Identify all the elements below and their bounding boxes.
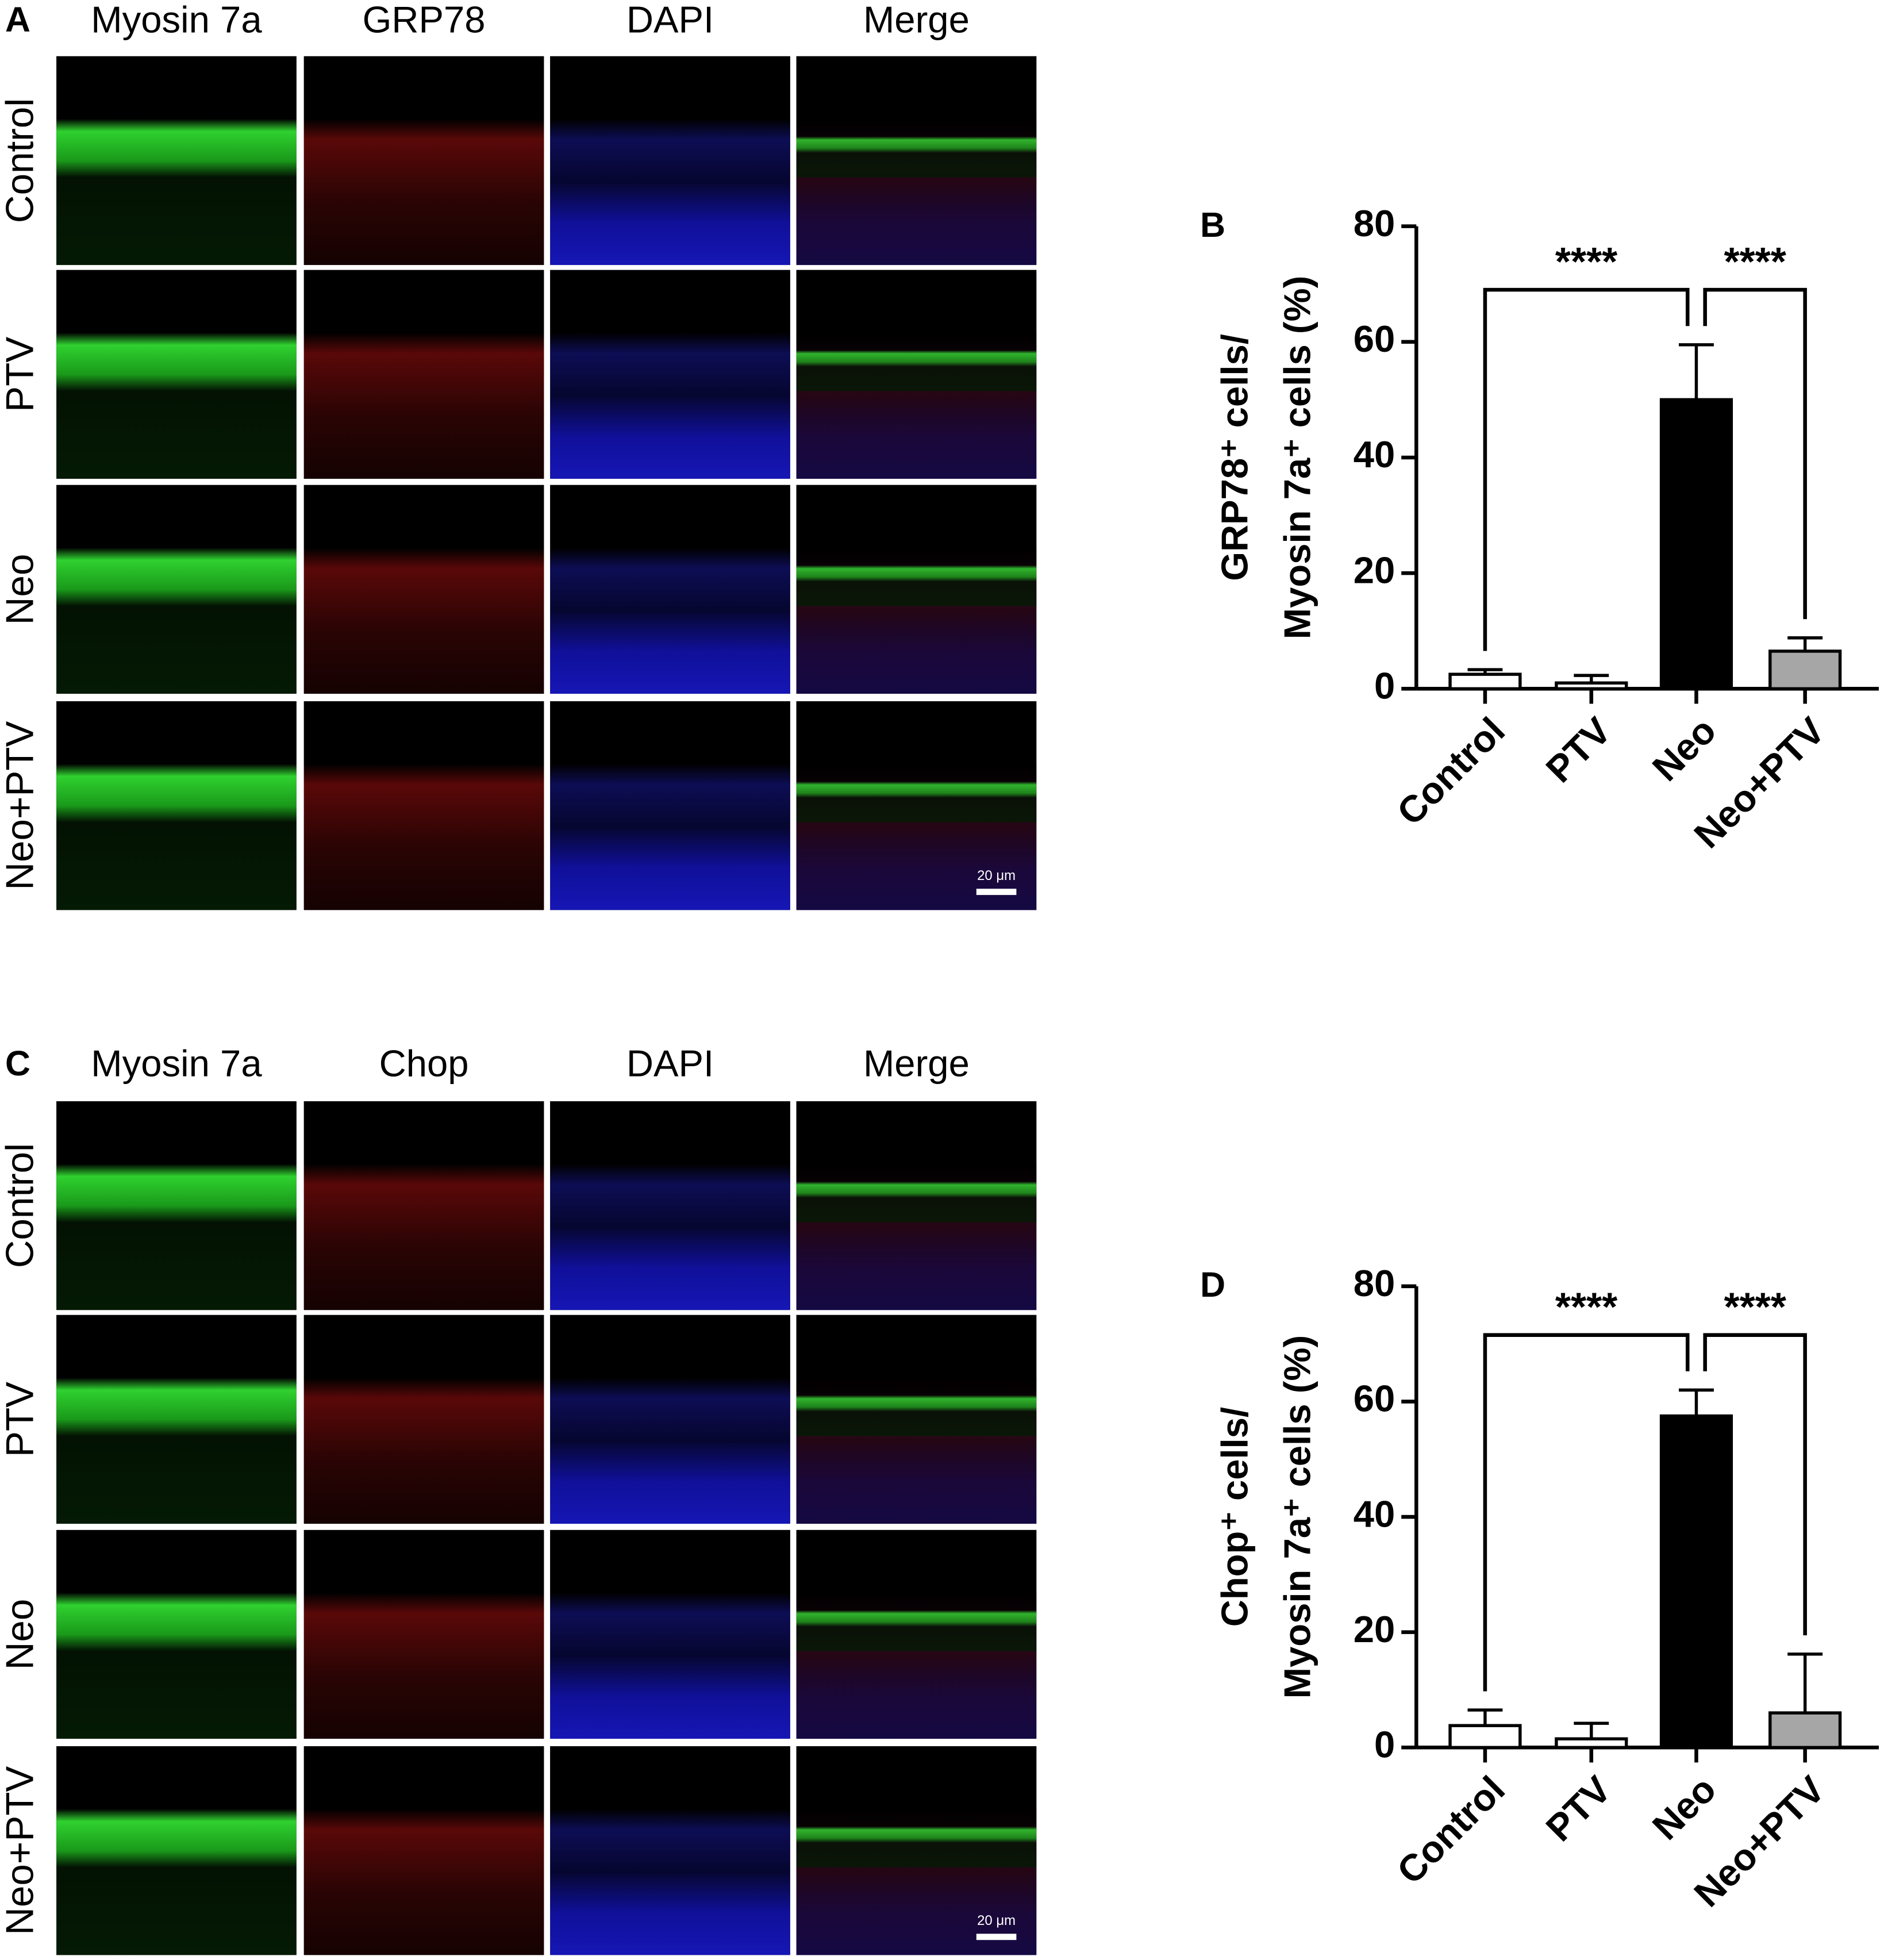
bar bbox=[1555, 681, 1628, 691]
y-axis-label: Chop⁺ cells/ bbox=[1214, 1407, 1256, 1627]
y-tick-label: 40 bbox=[1354, 433, 1395, 475]
significance-bracket bbox=[1483, 1333, 1690, 1692]
scale-bar-label: 20 μm bbox=[977, 868, 1016, 883]
micrograph-signal bbox=[303, 1529, 544, 1739]
micrograph-signal bbox=[56, 485, 297, 694]
bar bbox=[1768, 1711, 1842, 1750]
x-tick-label: Control bbox=[1389, 709, 1513, 833]
scale-bar bbox=[976, 889, 1017, 896]
micrograph-signal bbox=[550, 1529, 790, 1739]
bar bbox=[1659, 398, 1733, 691]
column-header: GRP78 bbox=[363, 0, 486, 40]
micrograph-signal bbox=[303, 1746, 544, 1955]
row-label: Neo+PTV bbox=[0, 721, 41, 890]
y-tick-label: 20 bbox=[1354, 1608, 1395, 1650]
micrograph-signal bbox=[796, 1163, 1037, 1223]
row-label: PTV bbox=[0, 1382, 41, 1457]
row-label: Control bbox=[0, 98, 41, 223]
bar bbox=[1768, 650, 1842, 691]
significance-label: **** bbox=[1555, 239, 1618, 284]
y-tick-label: 60 bbox=[1354, 1378, 1395, 1420]
row-label: Neo+PTV bbox=[0, 1766, 41, 1935]
y-tick-label: 60 bbox=[1354, 318, 1395, 360]
row-label: Control bbox=[0, 1143, 41, 1268]
bar bbox=[1555, 1737, 1628, 1750]
y-axis-label: GRP78⁺ cells/ bbox=[1214, 334, 1256, 581]
y-tick-label: 80 bbox=[1354, 1262, 1395, 1304]
micrograph-signal bbox=[796, 547, 1037, 606]
y-tick-label: 0 bbox=[1374, 1724, 1395, 1766]
y-tick-label: 80 bbox=[1354, 202, 1395, 244]
micrograph-signal bbox=[56, 701, 297, 910]
micrograph-signal bbox=[796, 763, 1037, 823]
x-tick-label: Control bbox=[1389, 1768, 1513, 1892]
micrograph-signal bbox=[56, 270, 297, 479]
x-tick-label: PTV bbox=[1538, 1768, 1620, 1850]
x-tick-label: PTV bbox=[1538, 709, 1620, 791]
y-axis-label: Myosin 7a⁺ cells (%) bbox=[1276, 1335, 1318, 1699]
y-tick-label: 20 bbox=[1354, 549, 1395, 591]
panel-label: B bbox=[1200, 205, 1225, 244]
micrograph-signal bbox=[303, 1101, 544, 1310]
micrograph-signal bbox=[56, 56, 297, 266]
y-tick-label: 40 bbox=[1354, 1493, 1395, 1535]
row-label: Neo bbox=[0, 1599, 41, 1670]
row-label: Neo bbox=[0, 554, 41, 625]
column-header: Chop bbox=[379, 1042, 469, 1084]
significance-bracket bbox=[1703, 1333, 1807, 1636]
micrograph-signal bbox=[550, 270, 790, 479]
significance-bracket bbox=[1483, 287, 1690, 651]
micrograph-signal bbox=[796, 118, 1037, 178]
chart: B GRP78⁺ cells/Myosin 7a⁺ cells (%) 0 20 40 6… bbox=[1200, 202, 1879, 856]
micrograph-signal bbox=[796, 1377, 1037, 1436]
micrograph-signal bbox=[56, 1315, 297, 1524]
bar bbox=[1448, 1724, 1522, 1750]
panel-label: A bbox=[5, 0, 30, 39]
micrograph-signal bbox=[303, 270, 544, 479]
micrograph-signal bbox=[796, 1809, 1037, 1867]
micrograph-signal bbox=[550, 1315, 790, 1524]
micrograph-signal bbox=[56, 1529, 297, 1739]
micrograph-signal bbox=[550, 56, 790, 266]
column-header: Myosin 7a bbox=[91, 0, 262, 40]
column-header: DAPI bbox=[626, 0, 714, 40]
bar bbox=[1659, 1414, 1733, 1750]
column-header: Myosin 7a bbox=[91, 1042, 262, 1084]
row-label: PTV bbox=[0, 337, 41, 412]
chart: D Chop⁺ cells/Myosin 7a⁺ cells (%) 0 20 40 60… bbox=[1200, 1262, 1879, 1915]
column-header: Merge bbox=[863, 1042, 970, 1084]
micrograph-signal bbox=[550, 1101, 790, 1310]
micrograph-signal bbox=[303, 485, 544, 694]
bar bbox=[1448, 672, 1522, 691]
significance-bracket bbox=[1703, 287, 1807, 620]
significance-label: **** bbox=[1724, 239, 1787, 284]
x-tick-label: Neo bbox=[1644, 1768, 1724, 1848]
micrograph-signal bbox=[303, 1315, 544, 1524]
scale-bar-label: 20 μm bbox=[977, 1913, 1016, 1928]
column-header: Merge bbox=[863, 0, 970, 40]
micrograph-signal bbox=[303, 701, 544, 910]
micrograph-signal bbox=[550, 1746, 790, 1955]
significance-label: **** bbox=[1555, 1285, 1618, 1329]
panel-label: D bbox=[1200, 1265, 1225, 1304]
column-header: DAPI bbox=[626, 1042, 714, 1084]
micrograph-signal bbox=[56, 1101, 297, 1310]
y-tick-label: 0 bbox=[1374, 665, 1395, 707]
y-axis-label: Myosin 7a⁺ cells (%) bbox=[1276, 276, 1318, 640]
micrograph-signal bbox=[550, 485, 790, 694]
micrograph-signal bbox=[550, 701, 790, 910]
micrograph-signal bbox=[303, 56, 544, 266]
panel-label: C bbox=[5, 1044, 30, 1083]
scale-bar bbox=[976, 1934, 1017, 1940]
micrograph-signal bbox=[56, 1746, 297, 1955]
significance-label: **** bbox=[1724, 1285, 1787, 1329]
micrograph-signal bbox=[796, 332, 1037, 391]
x-tick-label: Neo bbox=[1644, 709, 1724, 789]
micrograph-signal bbox=[796, 1592, 1037, 1651]
